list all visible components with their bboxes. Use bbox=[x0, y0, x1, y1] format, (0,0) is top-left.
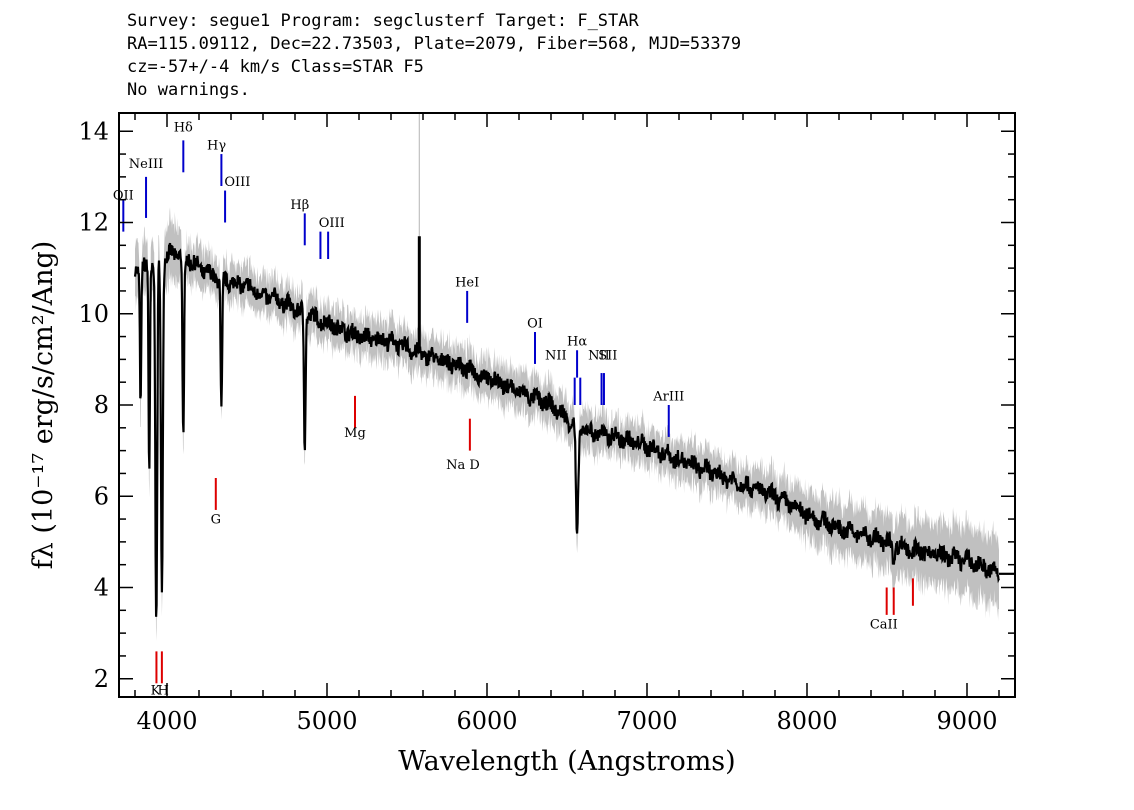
emission-line-label: OII bbox=[113, 189, 134, 204]
x-tick-label: 6000 bbox=[456, 707, 517, 735]
header-redshift-line: cz=-57+/-4 km/s Class=STAR F5 bbox=[127, 57, 424, 77]
y-tick-label: 12 bbox=[78, 209, 109, 237]
y-tick-label: 14 bbox=[78, 117, 109, 145]
absorption-line-label: CaII bbox=[870, 618, 898, 633]
flux-line bbox=[133, 242, 1000, 617]
spectrum-header: Survey: segue1 Program: segclusterf Targ… bbox=[127, 10, 741, 102]
emission-line-label: Hγ bbox=[207, 139, 226, 154]
x-tick-label: 5000 bbox=[296, 707, 357, 735]
emission-line-label: NII bbox=[588, 348, 610, 363]
emission-line-label: SII bbox=[598, 348, 617, 363]
x-tick-label: 4000 bbox=[136, 707, 197, 735]
emission-line-label: Hβ bbox=[290, 198, 309, 213]
x-axis-title: Wavelength (Angstroms) bbox=[398, 746, 735, 777]
x-axis: 4000 5000 6000 7000 8000 9000 bbox=[134, 113, 1000, 735]
emission-line-label: NeIII bbox=[129, 157, 163, 172]
error-band bbox=[135, 113, 999, 641]
absorption-line-label: Mg bbox=[344, 426, 366, 441]
absorption-line-label: H bbox=[157, 684, 168, 699]
y-tick-label: 4 bbox=[94, 574, 109, 602]
plot-frame bbox=[118, 112, 1016, 698]
x-tick-label: 8000 bbox=[776, 707, 837, 735]
absorption-line-label: G bbox=[211, 513, 221, 528]
line-markers: OIINeIIIHδHγOIIIHβOIIIHeIOINIIHαNIISIIAr… bbox=[113, 120, 914, 699]
absorption-line-label: K bbox=[151, 684, 161, 699]
emission-line-label: OIII bbox=[224, 175, 250, 190]
emission-line-label: NII bbox=[545, 348, 567, 363]
y-tick-label: 6 bbox=[94, 482, 109, 510]
header-survey-line: Survey: segue1 Program: segclusterf Targ… bbox=[127, 11, 639, 31]
x-tick-label: 9000 bbox=[936, 707, 997, 735]
absorption-line-label: Na D bbox=[446, 458, 480, 473]
header-coordinates-line: RA=115.09112, Dec=22.73503, Plate=2079, … bbox=[127, 34, 742, 54]
emission-line-label: Hδ bbox=[174, 120, 193, 135]
error-region bbox=[135, 207, 999, 641]
y-axis: 2 4 6 8 10 12 14 bbox=[78, 117, 1015, 693]
emission-line-label: OIII bbox=[319, 216, 345, 231]
header-warnings-line: No warnings. bbox=[127, 80, 250, 100]
x-tick-label: 7000 bbox=[616, 707, 677, 735]
emission-line-label: OI bbox=[527, 316, 543, 331]
y-tick-label: 8 bbox=[94, 391, 109, 419]
emission-line-label: HeI bbox=[455, 275, 479, 290]
y-tick-label: 10 bbox=[78, 300, 109, 328]
emission-line-label: Hα bbox=[567, 335, 587, 350]
y-axis-title: fλ (10⁻¹⁷ erg/s/cm²/Ang) bbox=[28, 241, 59, 570]
emission-line-label: ArIII bbox=[652, 389, 684, 404]
flux-series bbox=[133, 236, 1015, 617]
y-tick-label: 2 bbox=[94, 665, 109, 693]
